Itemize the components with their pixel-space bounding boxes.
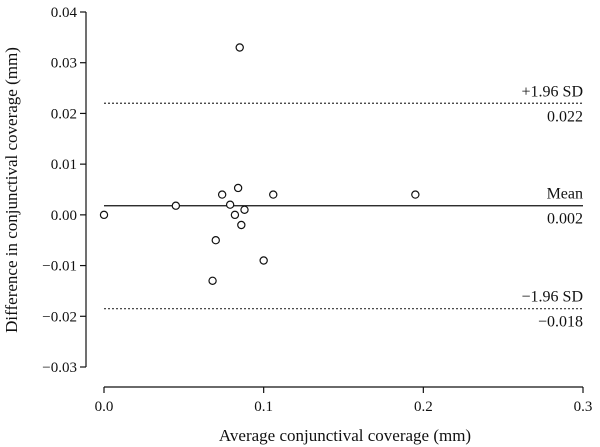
data-point xyxy=(225,200,235,209)
y-axis: −0.03 −0.02 −0.01 0.00 0.01 0.02 0.03 0.04 xyxy=(42,5,87,376)
x-tick-label: 0.2 xyxy=(414,399,433,415)
x-axis-title: Average conjunctival coverage (mm) xyxy=(219,426,471,445)
data-point xyxy=(259,256,268,265)
y-tick-label: −0.03 xyxy=(42,360,77,376)
y-tick-label: −0.01 xyxy=(42,259,77,275)
data-point xyxy=(217,190,227,199)
x-axis: 0.0 0.1 0.2 0.3 xyxy=(95,386,593,415)
data-point xyxy=(208,276,217,285)
x-tick-label: 0.1 xyxy=(254,399,273,415)
y-tick-label: 0.04 xyxy=(51,5,78,21)
x-tick-label: 0.0 xyxy=(95,399,114,415)
x-tick-label: 0.3 xyxy=(574,399,593,415)
reference-line-label: −1.96 SD xyxy=(522,289,583,306)
data-point xyxy=(99,210,109,220)
data-point xyxy=(171,201,181,210)
data-point xyxy=(269,190,278,199)
data-point xyxy=(237,220,246,230)
y-tick-label: 0.02 xyxy=(51,106,77,122)
data-point xyxy=(230,210,240,220)
y-axis-title: Difference in conjunctival coverage (mm) xyxy=(2,47,21,333)
data-point xyxy=(411,190,420,199)
data-point xyxy=(233,183,243,193)
reference-line-value: 0.022 xyxy=(547,108,583,125)
y-tick-label: 0.03 xyxy=(51,56,77,72)
reference-lines: +1.96 SD 0.022 Mean 0.002 −1.96 SD −0.018 xyxy=(104,83,583,331)
data-points xyxy=(99,43,420,285)
data-point xyxy=(235,43,244,52)
y-tick-label: 0.01 xyxy=(51,157,77,173)
reference-line-value: −0.018 xyxy=(538,314,583,331)
y-tick-label: 0.00 xyxy=(51,208,77,224)
reference-line-label: Mean xyxy=(547,186,583,203)
y-tick-label: −0.02 xyxy=(42,309,77,325)
data-point xyxy=(240,205,249,214)
data-point xyxy=(211,236,220,245)
reference-line-label: +1.96 SD xyxy=(522,83,583,100)
reference-line-value: 0.002 xyxy=(547,211,583,228)
